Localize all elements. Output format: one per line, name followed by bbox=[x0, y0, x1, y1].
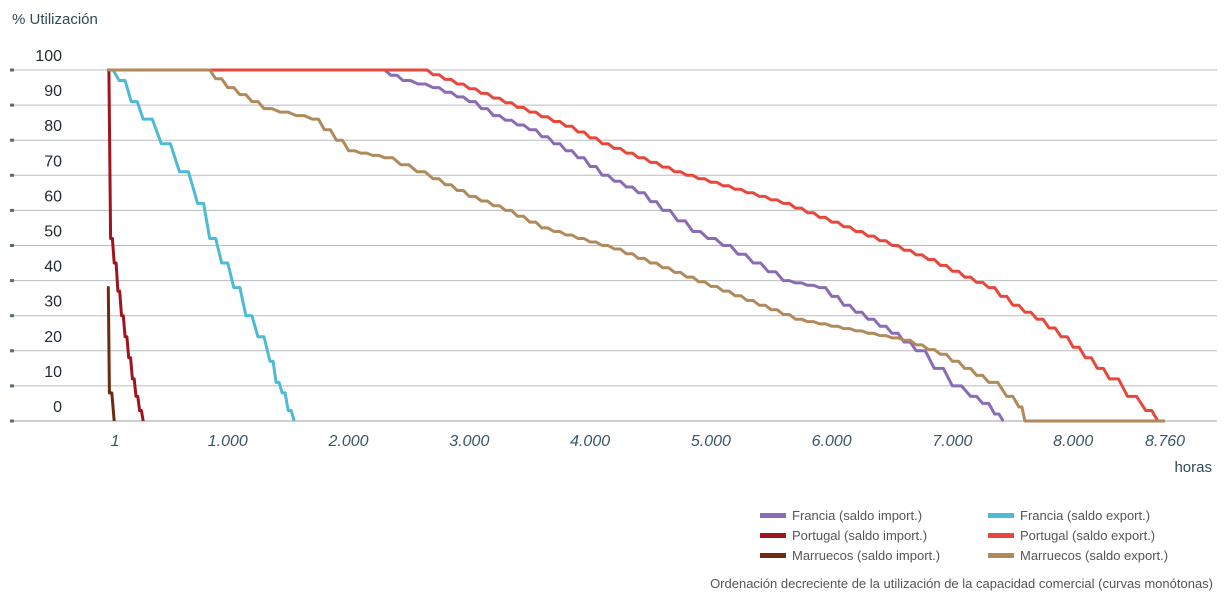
y-tick-mark bbox=[10, 279, 14, 283]
y-tick-label: 20 bbox=[44, 329, 62, 346]
legend-swatch bbox=[988, 533, 1014, 539]
y-tick-label: 80 bbox=[44, 118, 62, 135]
y-tick-mark bbox=[10, 419, 14, 423]
series-line bbox=[106, 286, 116, 422]
legend-item-portugal-export: Portugal (saldo export.) bbox=[988, 528, 1155, 543]
x-axis-label: horas bbox=[1174, 459, 1212, 476]
y-axis-label: % Utilización bbox=[12, 11, 98, 28]
y-tick-label: 40 bbox=[44, 259, 62, 276]
y-tick-label: 70 bbox=[44, 153, 62, 170]
x-tick-label: 8.760 bbox=[1145, 433, 1185, 450]
legend-label: Francia (saldo export.) bbox=[1020, 508, 1151, 523]
legend-swatch bbox=[988, 553, 1014, 559]
y-tick-mark bbox=[10, 314, 14, 318]
y-tick-label: 100 bbox=[35, 48, 62, 65]
y-tick-mark bbox=[10, 103, 14, 107]
series-line bbox=[107, 68, 1165, 423]
y-tick-label: 0 bbox=[53, 399, 62, 416]
legend-label: Francia (saldo import.) bbox=[792, 508, 923, 523]
grid-lines bbox=[10, 68, 1217, 423]
y-tick-mark bbox=[10, 244, 14, 247]
x-tick-labels: 1 1.000 2.000 3.000 4.000 5.000 6.000 7.000 8.00… bbox=[111, 433, 1185, 450]
x-tick-label: 6.000 bbox=[812, 433, 852, 450]
legend-swatch bbox=[760, 533, 786, 539]
legend-item-marruecos-import: Marruecos (saldo import.) bbox=[760, 548, 940, 563]
series-line bbox=[107, 68, 1160, 422]
legend-label: Marruecos (saldo import.) bbox=[792, 548, 941, 563]
y-tick-label: 60 bbox=[44, 188, 62, 205]
x-tick-label: 7.000 bbox=[932, 433, 972, 450]
legend-item-francia-export: Francia (saldo export.) bbox=[988, 508, 1150, 523]
y-tick-mark bbox=[10, 173, 14, 177]
legend-swatch bbox=[760, 553, 786, 559]
legend-item-francia-import: Francia (saldo import.) bbox=[760, 508, 922, 523]
x-tick-label: 1 bbox=[111, 433, 120, 450]
legend-label: Marruecos (saldo export.) bbox=[1020, 548, 1169, 563]
y-tick-mark bbox=[10, 384, 14, 388]
y-tick-mark bbox=[10, 138, 14, 142]
y-tick-label: 30 bbox=[44, 294, 62, 311]
legend-swatch bbox=[760, 513, 786, 519]
x-tick-label: 5.000 bbox=[691, 433, 731, 450]
x-tick-label: 1.000 bbox=[208, 433, 248, 450]
series-lines bbox=[106, 68, 1165, 423]
legend-item-marruecos-export: Marruecos (saldo export.) bbox=[988, 548, 1168, 563]
y-tick-label: 10 bbox=[44, 364, 62, 381]
legend-label: Portugal (saldo export.) bbox=[1020, 528, 1156, 543]
y-tick-label: 50 bbox=[44, 224, 62, 241]
x-tick-label: 2.000 bbox=[328, 433, 369, 450]
legend-label: Portugal (saldo import.) bbox=[792, 528, 928, 543]
y-tick-mark bbox=[10, 208, 14, 212]
series-line bbox=[107, 68, 296, 422]
y-tick-label: 90 bbox=[44, 83, 62, 100]
y-tick-mark bbox=[10, 349, 14, 353]
legend-item-portugal-import: Portugal (saldo import.) bbox=[760, 528, 927, 543]
x-tick-label: 3.000 bbox=[449, 433, 489, 450]
x-tick-label: 4.000 bbox=[570, 433, 610, 450]
x-tick-label: 8.000 bbox=[1053, 433, 1093, 450]
series-line bbox=[107, 68, 145, 422]
chart-note: Ordenación decreciente de la utilización… bbox=[710, 576, 1213, 591]
y-tick-mark bbox=[10, 68, 14, 72]
legend-swatch bbox=[988, 513, 1014, 519]
